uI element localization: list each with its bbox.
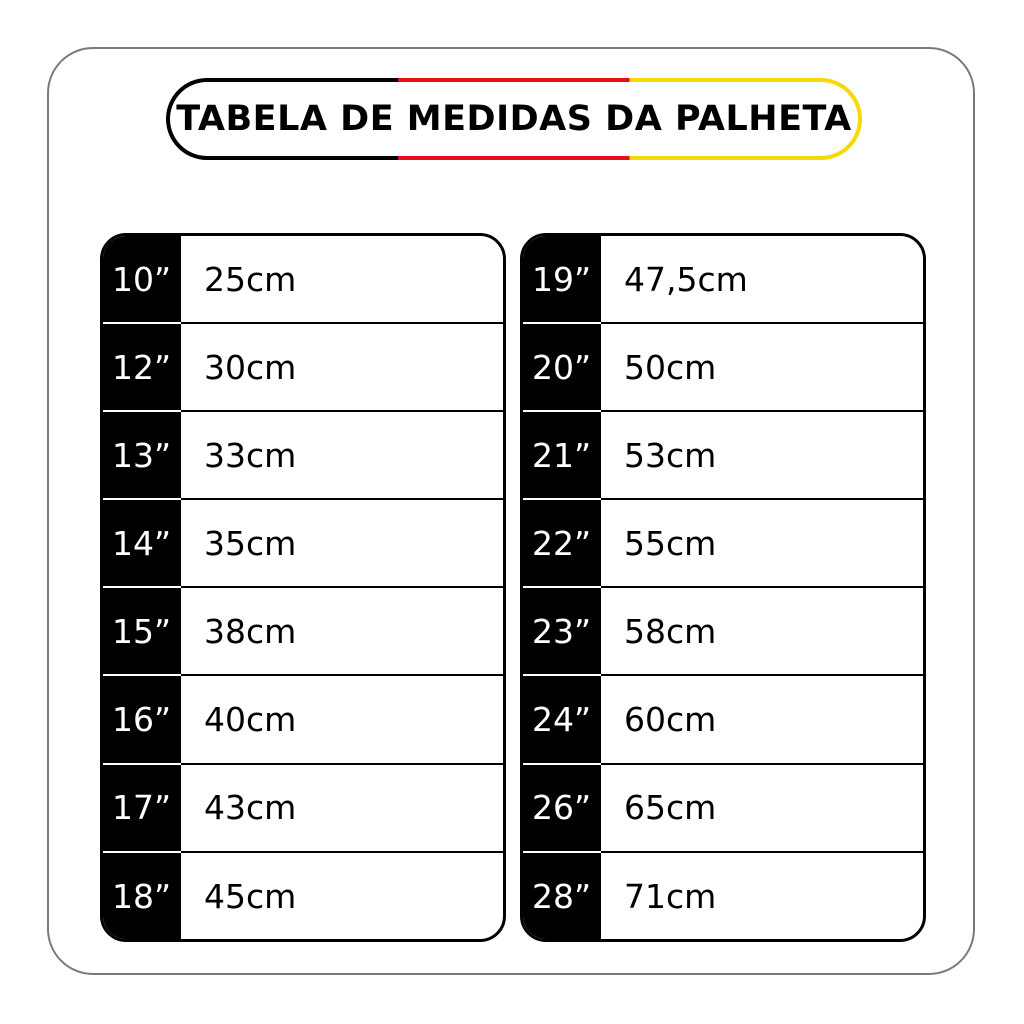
inch-size: 16” xyxy=(103,676,181,765)
size-table-right: 19” 47,5cm 20” 50cm 21” 53cm 22” 55cm 23… xyxy=(520,233,926,942)
table-row: 22” 55cm xyxy=(523,500,923,589)
cm-size: 45cm xyxy=(204,877,297,917)
inch-size: 21” xyxy=(523,412,601,501)
table-row: 15” 38cm xyxy=(103,588,503,677)
inch-size: 28” xyxy=(523,852,601,939)
table-row: 19” 47,5cm xyxy=(523,236,923,325)
inch-size: 22” xyxy=(523,500,601,589)
page-title: TABELA DE MEDIDAS DA PALHETA xyxy=(176,99,852,139)
table-row: 20” 50cm xyxy=(523,324,923,413)
table-row: 28” 71cm xyxy=(523,852,923,939)
cm-size: 43cm xyxy=(204,788,297,828)
cm-size: 25cm xyxy=(204,259,297,299)
cm-size: 35cm xyxy=(204,523,297,563)
cm-size: 65cm xyxy=(624,788,717,828)
table-row: 18” 45cm xyxy=(103,852,503,939)
inch-size: 12” xyxy=(103,324,181,413)
title-banner: TABELA DE MEDIDAS DA PALHETA xyxy=(166,78,862,160)
cm-size: 53cm xyxy=(624,435,717,475)
table-row: 17” 43cm xyxy=(103,764,503,853)
table-row: 14” 35cm xyxy=(103,500,503,589)
cm-size: 55cm xyxy=(624,523,717,563)
inch-size: 18” xyxy=(103,852,181,939)
inch-size: 20” xyxy=(523,324,601,413)
cm-size: 71cm xyxy=(624,877,717,917)
inch-size: 26” xyxy=(523,764,601,853)
card-frame xyxy=(47,47,975,975)
cm-size: 30cm xyxy=(204,347,297,387)
table-row: 12” 30cm xyxy=(103,324,503,413)
cm-size: 50cm xyxy=(624,347,717,387)
table-row: 26” 65cm xyxy=(523,764,923,853)
cm-size: 33cm xyxy=(204,435,297,475)
inch-size: 15” xyxy=(103,588,181,677)
inch-size: 14” xyxy=(103,500,181,589)
cm-size: 47,5cm xyxy=(624,259,748,299)
inch-size: 10” xyxy=(103,236,181,325)
size-table-left: 10” 25cm 12” 30cm 13” 33cm 14” 35cm 15” … xyxy=(100,233,506,942)
inch-size: 17” xyxy=(103,764,181,853)
table-row: 21” 53cm xyxy=(523,412,923,501)
table-row: 10” 25cm xyxy=(103,236,503,325)
cm-size: 40cm xyxy=(204,700,297,740)
inch-size: 13” xyxy=(103,412,181,501)
table-row: 13” 33cm xyxy=(103,412,503,501)
cm-size: 58cm xyxy=(624,611,717,651)
table-row: 16” 40cm xyxy=(103,676,503,765)
table-row: 24” 60cm xyxy=(523,676,923,765)
inch-size: 24” xyxy=(523,676,601,765)
inch-size: 23” xyxy=(523,588,601,677)
cm-size: 38cm xyxy=(204,611,297,651)
table-row: 23” 58cm xyxy=(523,588,923,677)
cm-size: 60cm xyxy=(624,700,717,740)
inch-size: 19” xyxy=(523,236,601,325)
